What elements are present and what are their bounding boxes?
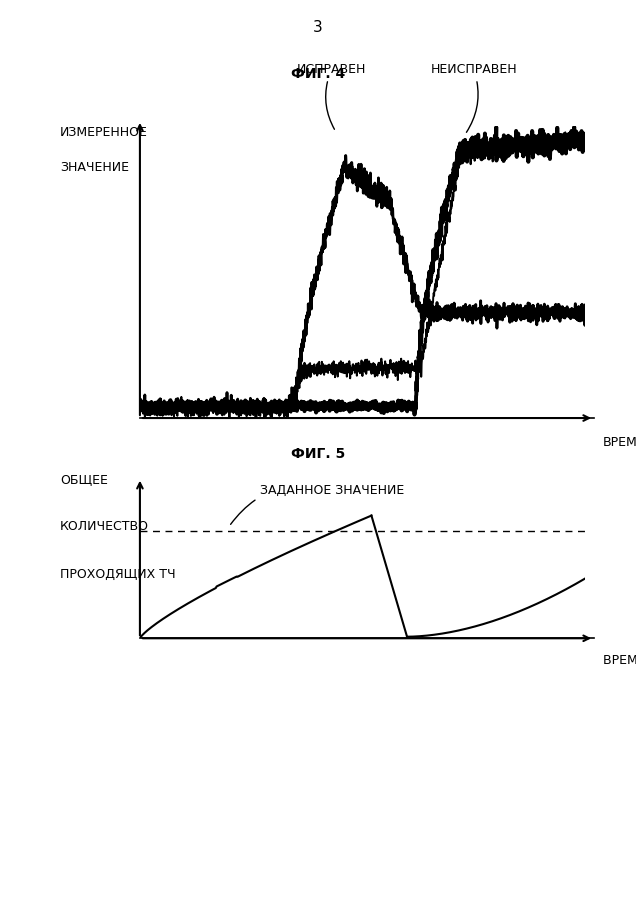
Text: ИЗМЕРЕННОЕ: ИЗМЕРЕННОЕ	[60, 126, 148, 138]
Text: КОЛИЧЕСТВО: КОЛИЧЕСТВО	[60, 521, 149, 533]
Text: 3: 3	[313, 20, 323, 35]
Text: НЕИСПРАВЕН: НЕИСПРАВЕН	[431, 63, 517, 132]
Text: ВРЕМЯ ПРОБЕГА: ВРЕМЯ ПРОБЕГА	[603, 654, 636, 667]
Text: ОБЩЕЕ: ОБЩЕЕ	[60, 473, 107, 486]
Text: ПРОХОДЯЩИХ ТЧ: ПРОХОДЯЩИХ ТЧ	[60, 567, 176, 581]
Text: ФИГ. 4: ФИГ. 4	[291, 67, 345, 82]
Text: ФИГ. 5: ФИГ. 5	[291, 447, 345, 461]
Text: ИСПРАВЕН: ИСПРАВЕН	[296, 63, 366, 129]
Text: ЗНАЧЕНИЕ: ЗНАЧЕНИЕ	[60, 161, 128, 174]
Text: ВРЕМЯ: ВРЕМЯ	[603, 436, 636, 449]
Text: ЗАДАННОЕ ЗНАЧЕНИЕ: ЗАДАННОЕ ЗНАЧЕНИЕ	[231, 484, 404, 524]
